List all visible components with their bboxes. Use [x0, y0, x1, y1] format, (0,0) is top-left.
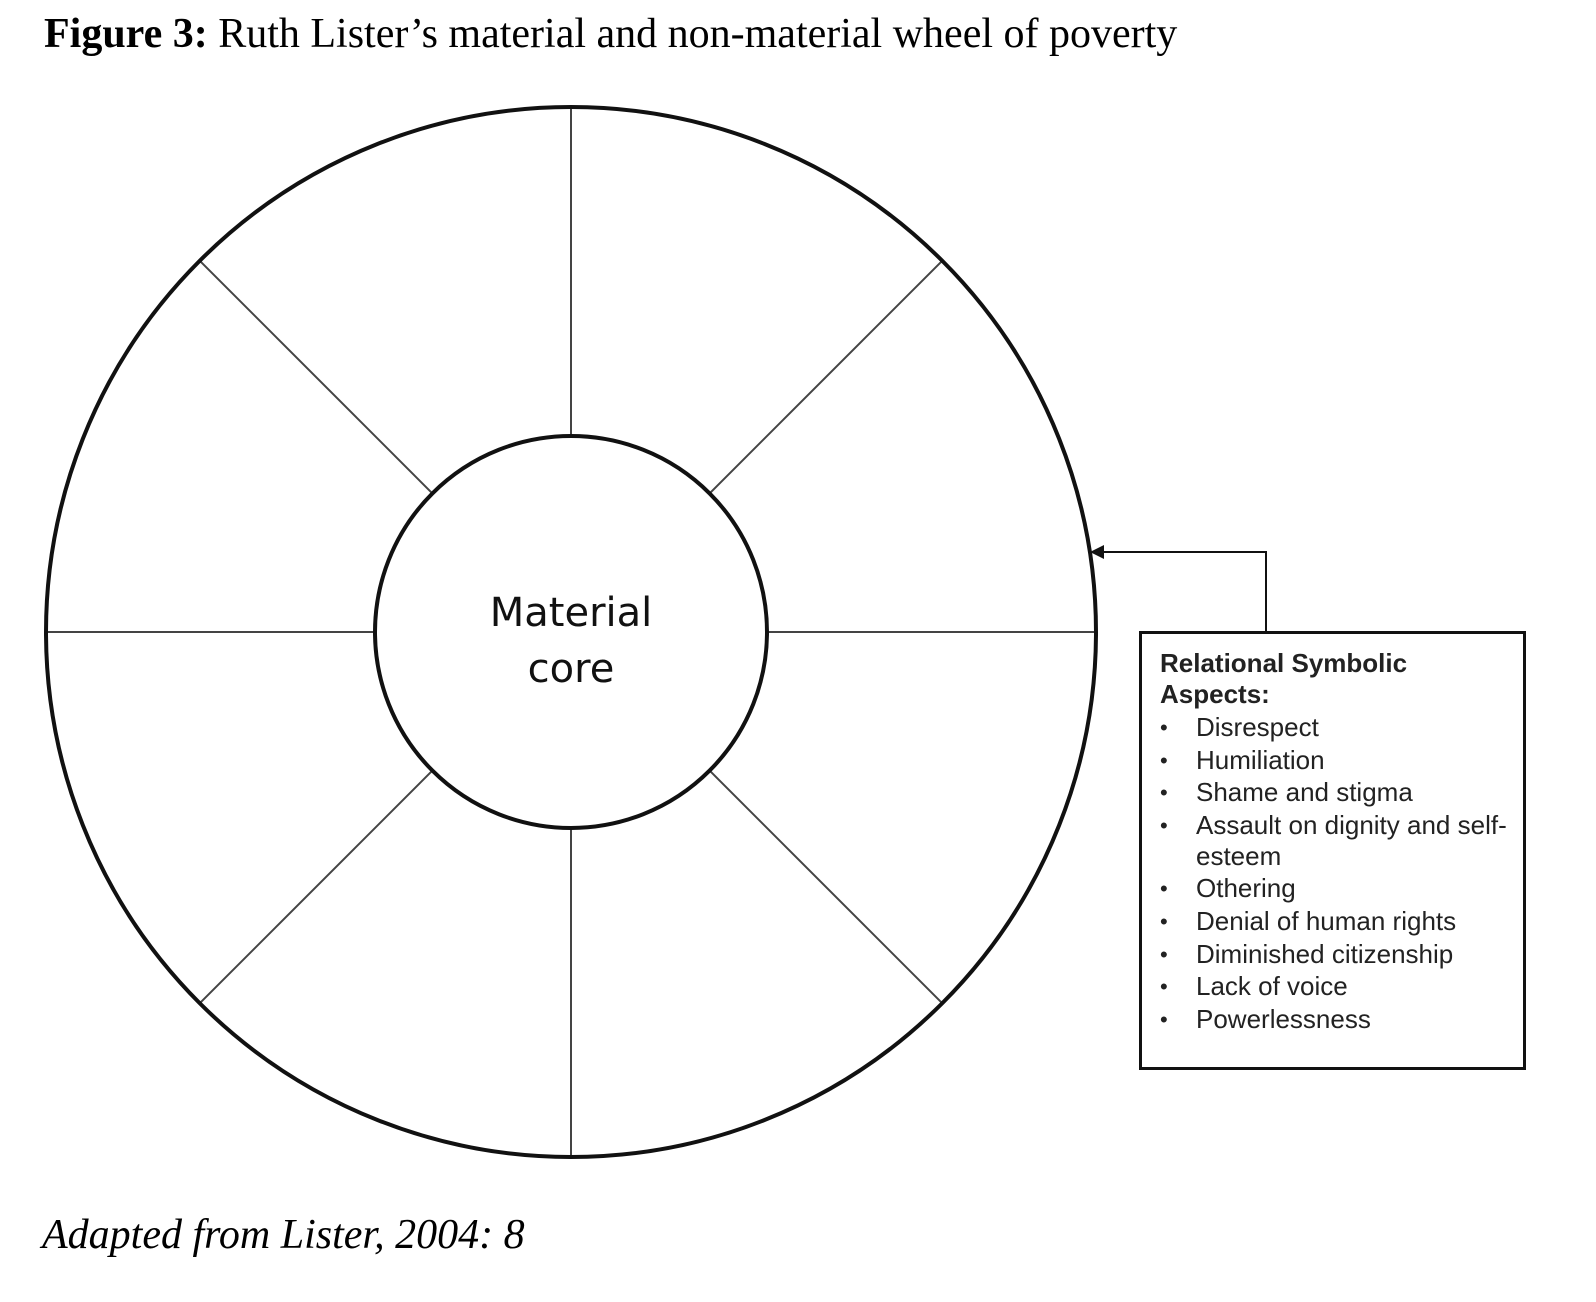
relational-symbolic-aspects-box: Relational Symbolic Aspects: • Disrespect…: [1139, 631, 1526, 1070]
list-item: • Humiliation: [1160, 745, 1507, 776]
list-item-text: Powerlessness: [1196, 1003, 1371, 1034]
list-item: • Denial of human rights: [1160, 906, 1507, 937]
list-item-text: Humiliation: [1196, 744, 1325, 775]
list-item: • Assault on dignity and self-esteem: [1160, 810, 1507, 872]
wheel-spoke: [199, 769, 434, 1004]
figure-title: Figure 3: Ruth Lister’s material and non…: [44, 8, 1177, 60]
outer-ring: [44, 105, 1098, 1159]
material-core-circle: [373, 434, 769, 830]
wheel-spoke: [199, 260, 434, 495]
wheel-spokes: [46, 107, 1096, 1157]
list-item-text: Denial of human rights: [1196, 905, 1457, 936]
bullet-icon: •: [1160, 715, 1168, 740]
list-item-text: Assault on dignity and self-esteem: [1196, 809, 1507, 871]
source-note: Adapted from Lister, 2004: 8: [42, 1212, 525, 1258]
bullet-icon: •: [1160, 908, 1168, 934]
list-item: • Disrespect: [1160, 712, 1507, 743]
bullet-icon: •: [1160, 747, 1168, 773]
connector-line: [1100, 551, 1267, 631]
bullet-icon: •: [1160, 974, 1168, 1000]
figure-label: Figure 3:: [44, 11, 208, 57]
list-item: • Shame and stigma: [1160, 777, 1507, 808]
arrow-head-icon: [1090, 545, 1104, 559]
list-item-text: Diminished citizenship: [1196, 938, 1454, 969]
bullet-icon: •: [1160, 780, 1168, 806]
aspects-list: • Disrespect • Humiliation • Shame and stig…: [1160, 712, 1507, 1035]
bullet-icon: •: [1160, 1006, 1168, 1032]
list-item-text: Othering: [1196, 873, 1296, 904]
list-item-text: Shame and stigma: [1196, 777, 1413, 808]
list-item: • Diminished citizenship: [1160, 939, 1507, 970]
list-item: • Powerlessness: [1160, 1004, 1507, 1035]
bullet-icon: •: [1160, 876, 1168, 902]
list-item-text: Lack of voice: [1196, 971, 1348, 1002]
wheel-spoke: [708, 260, 943, 495]
bullet-icon: •: [1160, 941, 1168, 967]
core-label-line1: Material: [489, 590, 653, 636]
figure-title-text: Ruth Lister’s material and non-material …: [218, 11, 1178, 57]
material-core-label: Material core: [420, 585, 722, 697]
wheel-spoke: [708, 769, 943, 1004]
bullet-icon: •: [1160, 812, 1168, 838]
list-item: • Lack of voice: [1160, 971, 1507, 1002]
list-item-text: Disrespect: [1196, 712, 1319, 742]
core-label-line2: core: [527, 646, 615, 692]
aspects-heading: Relational Symbolic Aspects:: [1160, 648, 1408, 709]
list-item: • Othering: [1160, 873, 1507, 904]
